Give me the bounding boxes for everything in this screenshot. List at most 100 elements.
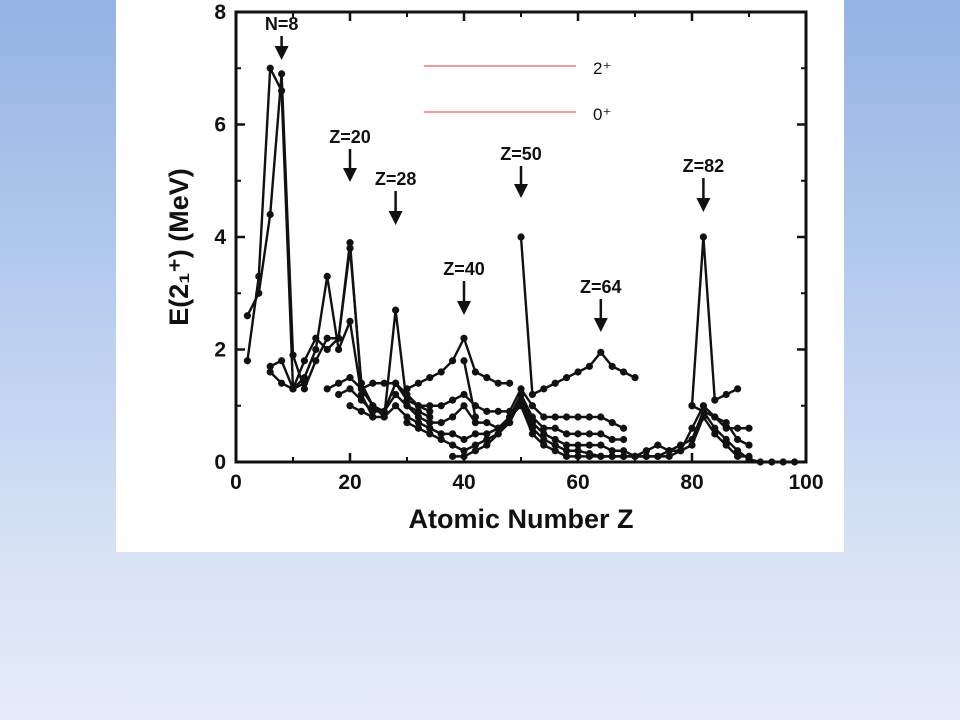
y-tick-label: 8	[214, 1, 226, 24]
data-point	[437, 430, 445, 438]
data-point	[517, 385, 525, 393]
data-point	[677, 447, 685, 455]
data-point	[403, 402, 411, 410]
data-point	[745, 455, 753, 463]
data-point	[300, 385, 308, 393]
data-point	[483, 441, 491, 449]
data-point	[585, 413, 593, 421]
data-point	[357, 407, 365, 415]
data-point	[426, 430, 434, 438]
data-point	[460, 435, 468, 444]
data-point	[597, 348, 605, 356]
data-point	[597, 452, 605, 460]
annotation-arrow-head	[696, 198, 711, 212]
data-point	[665, 452, 673, 460]
data-point	[437, 435, 445, 444]
data-point	[460, 390, 468, 399]
data-point	[403, 419, 411, 427]
data-point	[392, 379, 400, 387]
data-point	[585, 452, 593, 460]
data-point	[300, 374, 308, 382]
data-point	[722, 441, 730, 449]
data-point	[300, 357, 308, 365]
chart-svg: 0 20 40 60 80 100 0 2 4 6 8 Atomic Number Z E(2₁⁺) (…	[164, 1, 824, 534]
data-point	[745, 424, 753, 432]
data-point	[734, 447, 742, 455]
data-point	[585, 430, 593, 438]
data-point	[574, 441, 582, 449]
x-tick-label: 100	[788, 471, 823, 494]
y-tick-label: 0	[214, 451, 226, 474]
data-point	[460, 357, 468, 365]
data-point	[414, 419, 422, 427]
data-point	[642, 452, 651, 460]
data-point	[243, 357, 251, 365]
data-point	[449, 430, 457, 438]
data-point	[426, 374, 434, 382]
data-point	[437, 402, 445, 410]
data-point	[494, 407, 502, 415]
data-point	[688, 402, 696, 410]
data-point	[357, 385, 365, 393]
data-point	[620, 452, 628, 460]
data-point	[551, 424, 559, 432]
data-point	[551, 379, 559, 387]
data-point	[540, 430, 548, 438]
data-point	[380, 407, 388, 415]
data-point	[266, 64, 274, 72]
data-point	[460, 334, 468, 342]
data-point	[278, 87, 286, 95]
data-point	[734, 424, 742, 432]
data-point	[426, 402, 434, 410]
data-point	[665, 447, 673, 455]
data-point	[483, 407, 491, 415]
x-tick-label: 60	[566, 471, 589, 494]
annotation-arrow-head	[274, 46, 289, 60]
data-point	[574, 368, 582, 376]
data-point	[597, 413, 605, 421]
data-point	[449, 396, 457, 404]
data-point	[574, 413, 582, 421]
data-point	[380, 413, 388, 421]
annotation-arrow-head	[388, 211, 403, 225]
data-point	[335, 345, 343, 354]
annotation-arrow-head	[514, 184, 528, 198]
data-point	[551, 413, 559, 421]
data-point	[711, 430, 719, 438]
data-point	[563, 430, 571, 438]
data-point	[357, 396, 365, 404]
series-line-11	[462, 360, 477, 418]
series-line-1	[246, 67, 305, 391]
data-point	[540, 413, 548, 421]
annotation-label: Z=28	[375, 169, 417, 189]
data-point	[517, 402, 525, 410]
data-point	[437, 368, 445, 376]
data-point	[312, 357, 320, 365]
x-tick-label: 0	[230, 471, 242, 494]
data-point	[426, 407, 434, 415]
data-point	[426, 424, 434, 432]
data-point	[380, 379, 388, 387]
data-point	[403, 385, 411, 393]
annotation-label: Z=82	[683, 156, 725, 176]
data-point	[597, 441, 605, 449]
annotation-label: N=8	[265, 14, 299, 34]
data-point	[654, 441, 662, 449]
annotation-label: Z=50	[500, 144, 542, 164]
data-point	[722, 390, 730, 399]
y-tick-label: 2	[214, 339, 226, 362]
data-point	[403, 413, 411, 421]
x-tick-label: 20	[338, 471, 361, 494]
data-point	[471, 368, 479, 376]
chart-image: 0 20 40 60 80 100 0 2 4 6 8 Atomic Number Z E(2₁⁺) (…	[116, 0, 844, 552]
data-point	[449, 452, 457, 460]
data-point	[551, 435, 559, 444]
data-point	[335, 379, 343, 387]
data-point	[563, 447, 571, 455]
data-point	[756, 458, 765, 466]
data-point	[620, 424, 628, 432]
data-point	[563, 413, 571, 421]
data-point	[278, 379, 286, 387]
data-point	[517, 396, 525, 404]
data-point	[449, 441, 457, 449]
